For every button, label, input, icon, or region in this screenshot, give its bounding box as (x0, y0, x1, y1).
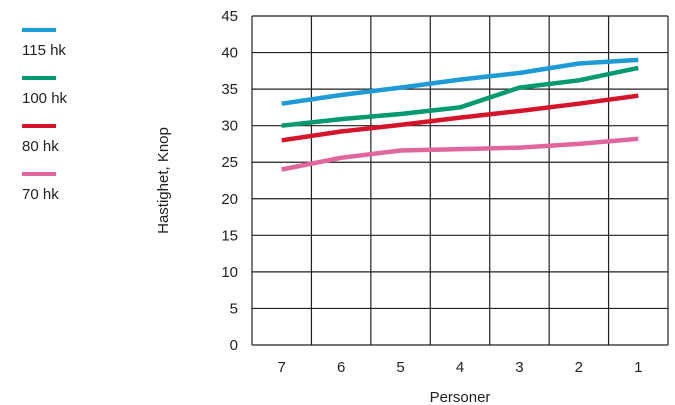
y-tick-label: 45 (221, 8, 238, 25)
y-tick-label: 25 (221, 154, 238, 171)
legend-label: 80 hk (22, 138, 59, 155)
x-tick-label: 5 (396, 359, 404, 376)
y-tick-label: 0 (230, 337, 238, 354)
x-tick-label: 1 (634, 359, 642, 376)
x-tick-label: 7 (278, 359, 286, 376)
legend-swatch (22, 76, 56, 80)
y-axis-label: Hastighet, Knop (155, 127, 172, 234)
y-tick-label: 15 (221, 227, 238, 244)
series-line (281, 65, 639, 128)
x-tick-label: 2 (575, 359, 583, 376)
y-tick-label: 20 (221, 191, 238, 208)
x-tick-label: 4 (456, 359, 464, 376)
legend-label: 100 hk (22, 90, 68, 107)
legend-label: 115 hk (22, 42, 66, 59)
legend-swatch (22, 124, 56, 128)
legend-swatch (22, 28, 56, 32)
x-axis-label: Personer (430, 389, 491, 405)
y-tick-label: 35 (221, 81, 238, 98)
legend-swatch (22, 172, 56, 176)
y-tick-label: 40 (221, 45, 238, 62)
x-tick-label: 6 (337, 359, 345, 376)
y-tick-label: 10 (221, 264, 238, 281)
series-line (281, 136, 639, 172)
legend-label: 70 hk (22, 186, 59, 203)
series-line (281, 93, 639, 143)
series-line (281, 57, 639, 106)
y-tick-label: 30 (221, 118, 238, 135)
x-tick-label: 3 (515, 359, 523, 376)
y-tick-label: 5 (230, 300, 238, 317)
